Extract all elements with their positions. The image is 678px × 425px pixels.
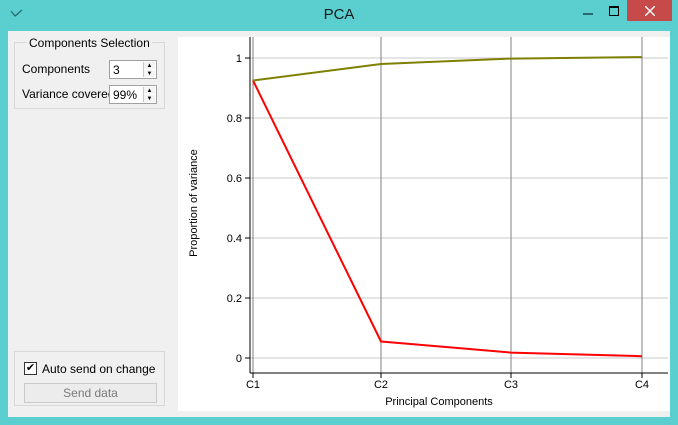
maximize-button[interactable] [601,0,627,21]
x-tick-label-1: C2 [374,379,388,391]
components-value[interactable]: 3 [113,63,120,77]
series-line-0 [252,80,643,358]
maximize-icon [609,5,619,16]
close-icon [644,5,655,16]
variance-covered-label: Variance covered [22,87,115,101]
scree-plot: 0 0.2 0.4 0.6 0.8 1 C1 C2 C3 C4 Principal Componen… [178,37,670,411]
variance-increment-button[interactable]: ▲ [144,87,155,94]
components-increment-button[interactable]: ▲ [144,62,155,69]
x-tick-label-0: C1 [246,379,260,391]
pca-app-icon [10,9,23,17]
y-tick-label-5: 1 [236,53,242,65]
send-data-button[interactable]: Send data [24,383,157,403]
components-decrement-button[interactable]: ▼ [144,70,155,77]
minimize-button[interactable] [574,0,601,21]
variance-decrement-button[interactable]: ▼ [144,95,155,102]
minimize-icon [582,13,593,14]
y-tick-label-3: 0.6 [227,173,242,185]
components-spinbox[interactable]: 3 ▲ ▼ [109,60,157,79]
scree-plot-svg: 0 0.2 0.4 0.6 0.8 1 C1 C2 C3 C4 Principal Componen… [188,37,668,408]
y-tick-label-2: 0.4 [227,233,242,245]
x-tick-label-3: C4 [635,379,649,391]
y-tick-label-4: 0.8 [227,113,242,125]
variance-covered-spinbox[interactable]: 99% ▲ ▼ [109,85,157,104]
variance-spin-arrows: ▲ ▼ [143,87,155,102]
window-title: PCA [323,6,355,23]
components-spin-arrows: ▲ ▼ [143,62,155,77]
auto-send-label[interactable]: Auto send on change [42,362,156,376]
variance-covered-value[interactable]: 99% [113,88,138,102]
components-selection-group: Components Selection Components 3 ▲ ▼ Va… [14,36,165,109]
title-bar[interactable]: PCA [0,0,678,31]
y-tick-label-1: 0.2 [227,293,242,305]
x-axis-label: Principal Components [385,396,493,408]
components-label: Components [22,62,91,76]
x-tick-label-2: C3 [504,379,518,391]
series-line-1 [252,56,643,82]
components-selection-title: Components Selection [27,36,152,50]
close-button[interactable] [627,0,672,21]
client-area: Components Selection Components 3 ▲ ▼ Va… [8,31,670,417]
y-tick-label-0: 0 [236,353,242,365]
auto-send-checkbox[interactable]: ✔ [24,362,37,375]
auto-send-box: ✔ Auto send on change Send data [14,351,165,406]
y-axis-label: Proportion of variance [188,149,200,257]
